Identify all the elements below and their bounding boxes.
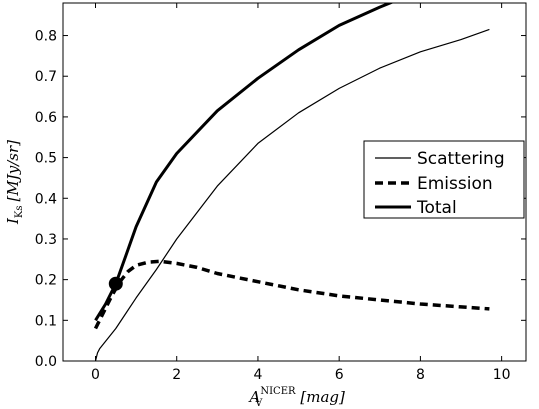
y-tick-label: 0.1 [35,313,57,329]
y-tick-label: 0.3 [35,232,57,248]
y-tick-label: 0.7 [35,69,57,85]
x-axis-label: ANICER V [mag] [248,386,346,409]
x-tick-label: 10 [493,367,511,383]
legend-box [363,140,525,219]
series-line-scattering [94,28,490,361]
x-tick-label: 8 [416,367,425,383]
series-line-emission [93,259,490,330]
y-tick-label: 0.2 [35,273,57,289]
data-marker [108,276,123,291]
x-tick-label: 0 [91,367,100,383]
legend: Scattering Emission Total [363,140,525,219]
axes-frame [62,2,527,362]
y-tick-label: 0.4 [35,191,57,207]
legend-label-scattering: Scattering [417,149,505,169]
x-tick-label: 6 [335,367,344,383]
ticks: 0 2 4 6 8 10 0.0 0.1 0.2 0.3 0.4 0.5 0.6 0.7 0.8 [35,3,526,383]
y-axis-label: IKs[MJy/sr] [4,140,25,225]
legend-label-emission: Emission [417,174,493,194]
x-tick-label: 2 [172,367,181,383]
y-tick-label: 0.0 [35,354,57,370]
legend-label-total: Total [416,198,457,218]
x-tick-label: 4 [253,367,262,383]
y-tick-label: 0.5 [35,151,57,167]
y-tick-label: 0.8 [35,29,57,45]
y-tick-label: 0.6 [35,110,57,126]
